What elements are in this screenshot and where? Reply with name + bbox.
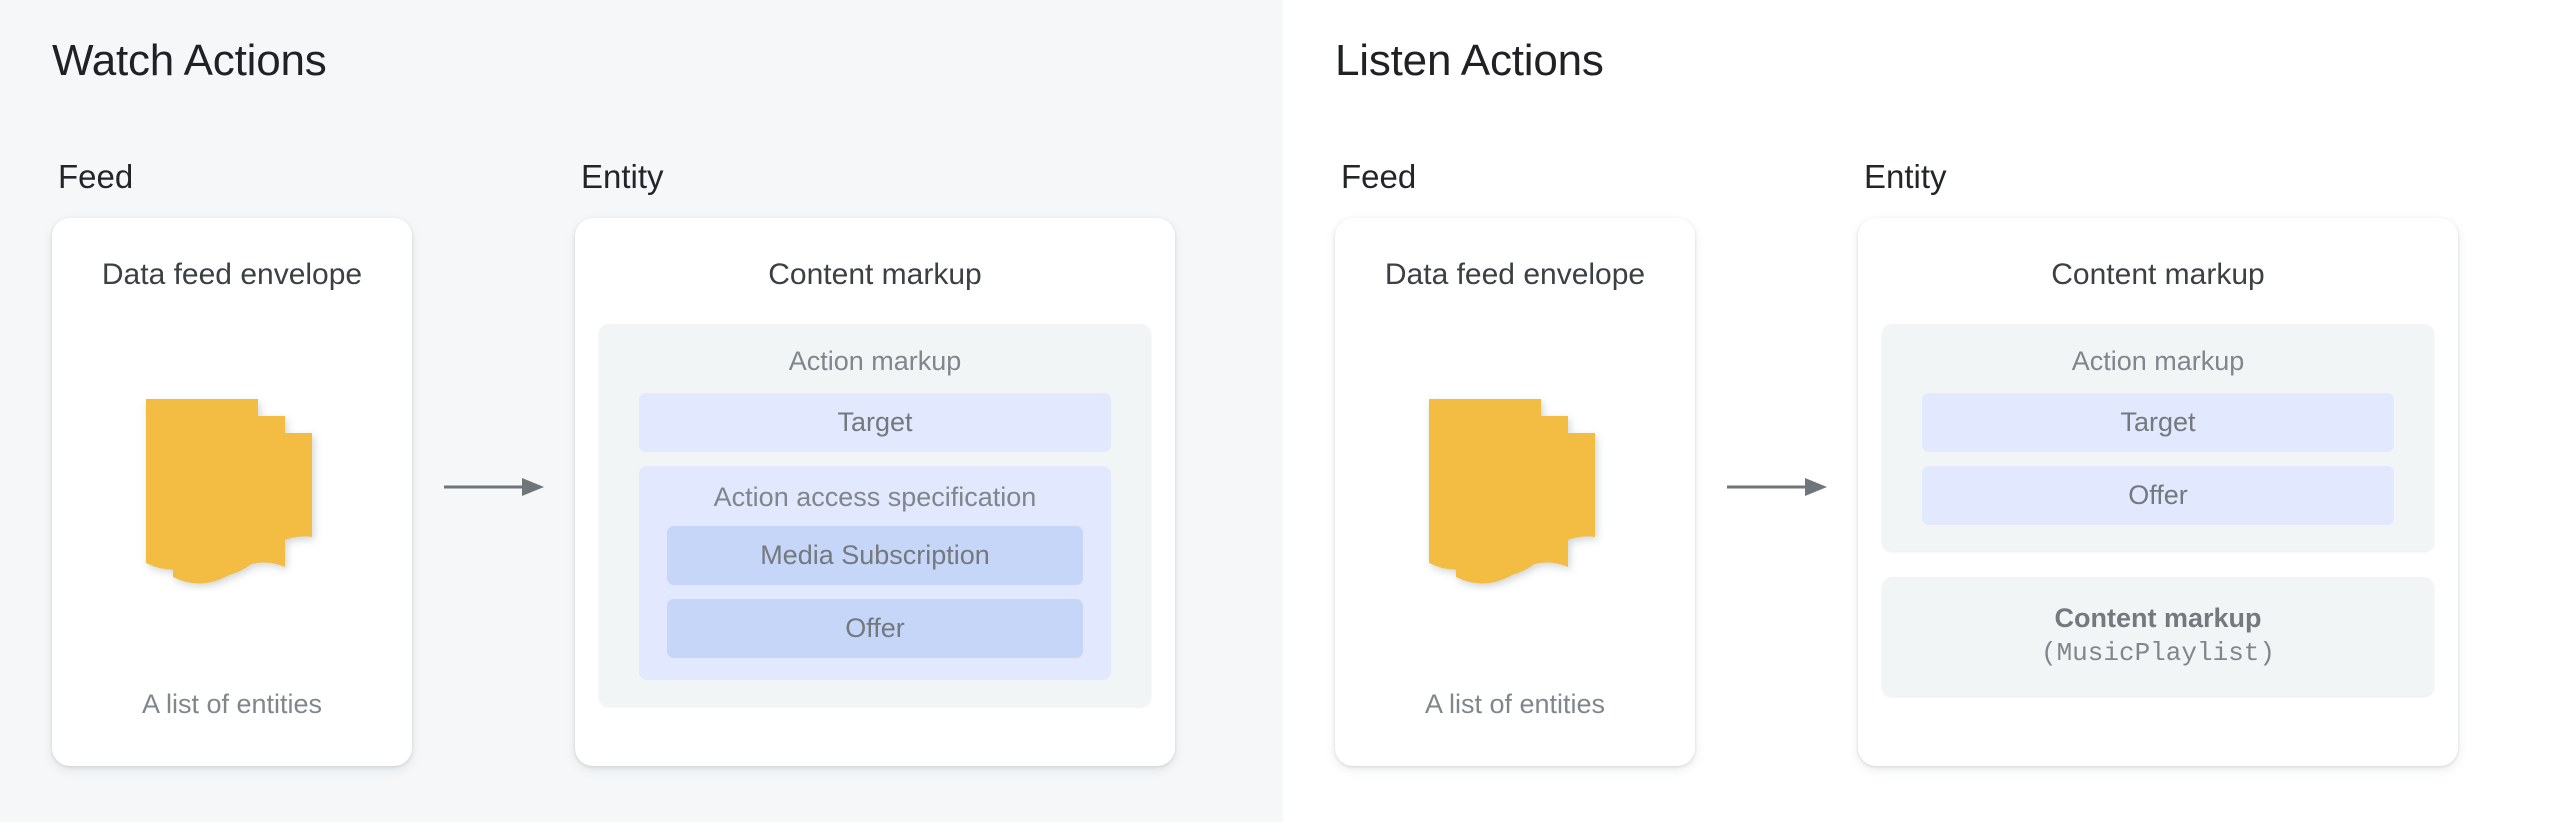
arrow-right-icon [1726,478,1827,496]
chip-target[interactable]: Target [639,393,1111,452]
card-heading-data-feed-envelope: Data feed envelope [101,258,363,291]
content-markup-musicplaylist-block: Content markup (MusicPlaylist) [1882,577,2434,696]
panel-title-listen-actions: Listen Actions [1335,36,1604,85]
diagram-listen-actions: Feed Data feed envelope [1335,158,2458,766]
content-markup-label: Content markup [2054,603,2262,633]
content-markup-type-label: (MusicPlaylist) [2040,638,2276,668]
card-heading-content-markup: Content markup [2051,258,2265,291]
data-feed-envelope-card[interactable]: Data feed envelope [52,218,412,766]
stacked-documents-icon-wrap [72,292,392,689]
column-title-entity: Entity [1864,158,1947,195]
arrow-right-icon [443,478,544,496]
chip-offer[interactable]: Offer [667,599,1083,658]
action-access-specification-block: Action access specification Media Subscr… [639,466,1111,680]
action-markup-label: Action markup [2071,346,2245,376]
content-markup-card[interactable]: Content markup Action markup Target Acti… [575,218,1175,766]
stacked-documents-icon [1429,398,1595,584]
diagram-watch-actions: Feed Data feed envelope [52,158,1175,766]
entity-column-watch: Entity Content markup Action markup Targ… [575,158,1175,766]
stacked-documents-icon [146,398,312,584]
arrow-wrap-watch [412,158,575,761]
column-title-feed: Feed [1341,158,1417,195]
feed-column-watch: Feed Data feed envelope [52,158,412,766]
chip-target[interactable]: Target [1922,393,2394,452]
data-feed-envelope-card[interactable]: Data feed envelope [1335,218,1695,766]
panel-title-watch-actions: Watch Actions [52,36,327,85]
card-footnote-a-list-of-entities: A list of entities [1424,689,1606,719]
chip-media-subscription[interactable]: Media Subscription [667,526,1083,585]
column-title-entity: Entity [581,158,664,195]
entity-column-listen: Entity Content markup Action markup Targ… [1858,158,2458,766]
card-heading-data-feed-envelope: Data feed envelope [1384,258,1646,291]
card-heading-content-markup: Content markup [768,258,982,291]
arrow-wrap-listen [1695,158,1858,761]
stacked-documents-icon-wrap [1355,292,1675,689]
action-markup-label: Action markup [788,346,962,376]
feed-column-listen: Feed Data feed envelope [1335,158,1695,766]
action-markup-block: Action markup Target Action access speci… [599,324,1151,706]
content-markup-card[interactable]: Content markup Action markup Target Offe… [1858,218,2458,766]
panel-listen-actions: Listen Actions Feed Data feed envelope [1283,0,2560,840]
column-title-feed: Feed [58,158,134,195]
action-markup-block: Action markup Target Offer [1882,324,2434,551]
action-access-specification-label: Action access specification [713,482,1037,512]
chip-offer[interactable]: Offer [1922,466,2394,525]
card-footnote-a-list-of-entities: A list of entities [141,689,323,719]
panel-watch-actions: Watch Actions Feed Data feed envelope [0,0,1283,822]
